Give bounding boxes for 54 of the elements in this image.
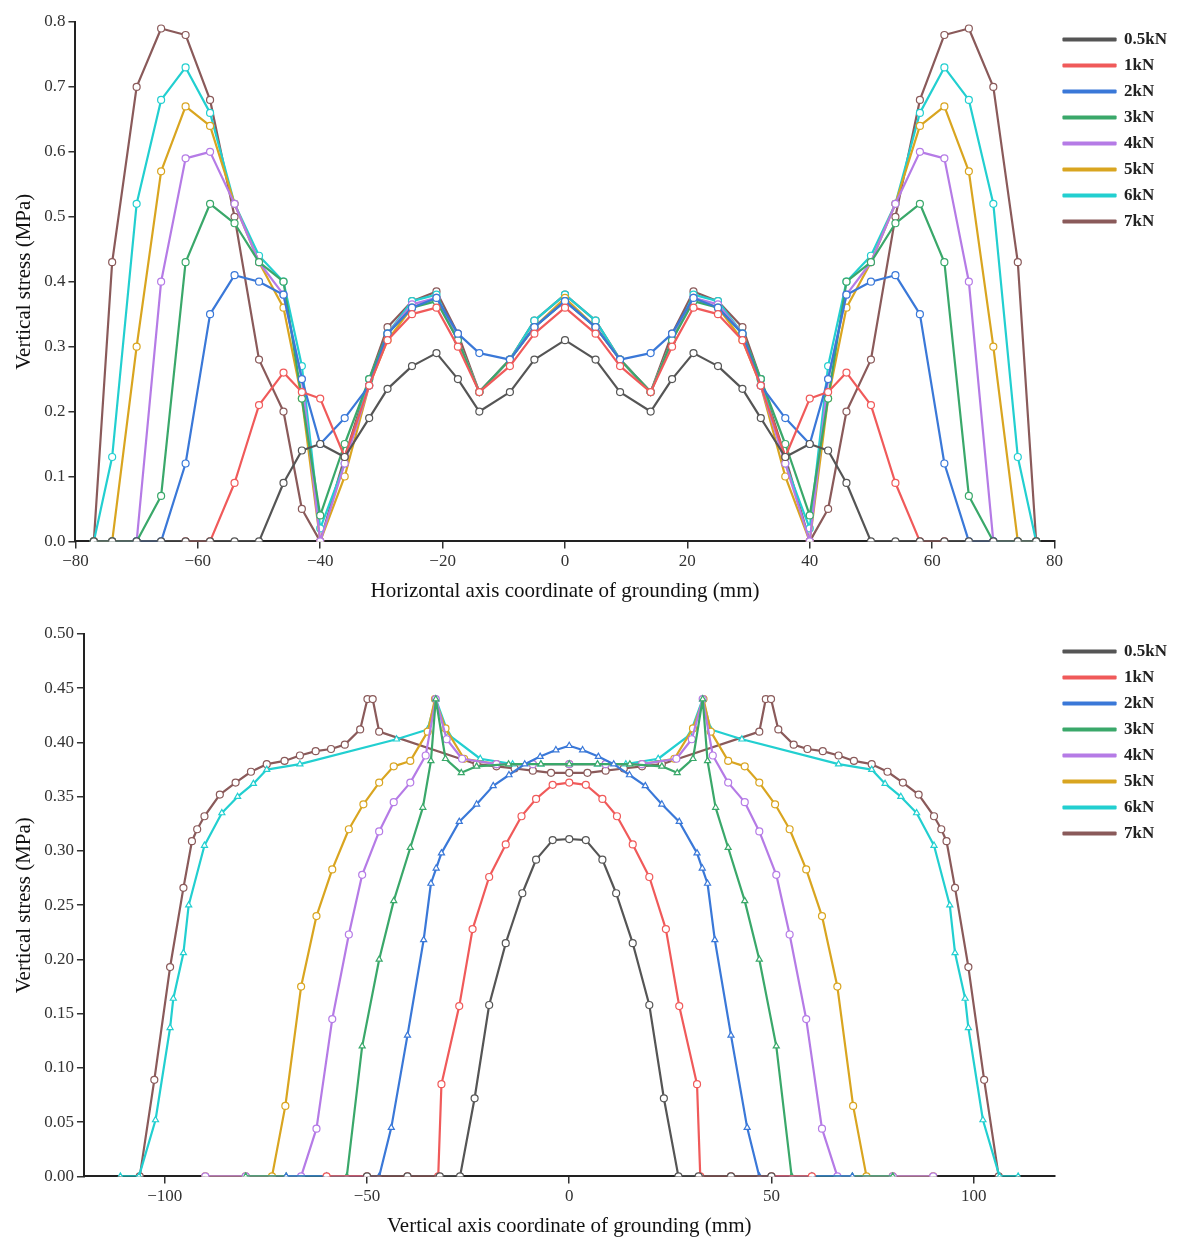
y-tick-label: 0.50 xyxy=(44,623,74,643)
x-tick-label: −40 xyxy=(306,551,334,571)
y-tick-label: 0.10 xyxy=(44,1057,74,1077)
legend-label: 2kN xyxy=(1124,80,1155,100)
x-tick-label: 20 xyxy=(678,551,696,571)
legend-label: 6kN xyxy=(1124,796,1155,816)
y-tick-label: 0.30 xyxy=(44,840,74,860)
y-tick-label: 0.6 xyxy=(44,141,66,161)
x-tick-label: 80 xyxy=(1046,551,1064,571)
x-tick-label: −80 xyxy=(62,551,89,571)
x-tick-label: 50 xyxy=(762,1186,780,1206)
x-tick-label: 100 xyxy=(960,1186,987,1206)
y-tick-label: 0.25 xyxy=(44,894,74,914)
y-tick-label: 0.45 xyxy=(44,677,74,697)
y-tick-label: 0.4 xyxy=(44,271,66,291)
legend-label: 3kN xyxy=(1124,106,1155,126)
y-tick-label: 0.7 xyxy=(44,76,66,96)
x-axis-title: Vertical axis coordinate of grounding (mm) xyxy=(386,1212,752,1237)
legend-label: 4kN xyxy=(1124,744,1155,764)
y-tick-label: 0.40 xyxy=(44,731,74,751)
legend-label: 4kN xyxy=(1124,132,1155,152)
legend-label: 0.5kN xyxy=(1124,640,1168,660)
legend-label: 1kN xyxy=(1124,666,1155,686)
y-axis-title: Vertical stress (MPa) xyxy=(11,817,36,994)
legend-label: 2kN xyxy=(1124,692,1155,712)
x-tick-label: −100 xyxy=(147,1186,183,1206)
y-tick-label: 0.8 xyxy=(44,11,66,31)
legend-label: 1kN xyxy=(1124,54,1155,74)
x-axis-title: Horizontal axis coordinate of grounding (mm) xyxy=(370,577,760,602)
y-tick-label: 0.20 xyxy=(44,948,74,968)
y-tick-label: 0.00 xyxy=(44,1165,74,1185)
x-tick-label: −50 xyxy=(353,1186,381,1206)
y-tick-label: 0.0 xyxy=(44,530,66,550)
y-tick-label: 0.5 xyxy=(44,206,66,226)
y-tick-label: 0.2 xyxy=(44,401,66,421)
y-axis-title: Vertical stress (MPa) xyxy=(11,193,36,370)
y-tick-label: 0.15 xyxy=(44,1003,74,1023)
y-tick-label: 0.1 xyxy=(44,465,66,485)
x-tick-label: 60 xyxy=(923,551,941,571)
x-tick-label: −20 xyxy=(429,551,456,571)
x-tick-label: 0 xyxy=(560,551,570,571)
y-tick-label: 0.05 xyxy=(44,1111,74,1131)
legend-label: 0.5kN xyxy=(1124,28,1168,48)
y-tick-label: 0.35 xyxy=(44,786,74,806)
x-tick-label: 0 xyxy=(564,1186,574,1206)
x-tick-label: 40 xyxy=(801,551,819,571)
x-tick-label: −60 xyxy=(184,551,212,571)
legend-label: 3kN xyxy=(1124,718,1155,738)
legend-label: 5kN xyxy=(1124,770,1155,790)
y-tick-label: 0.3 xyxy=(44,336,66,356)
legend-label: 7kN xyxy=(1124,822,1155,842)
legend-label: 6kN xyxy=(1124,184,1155,204)
legend-label: 7kN xyxy=(1124,210,1155,230)
legend-label: 5kN xyxy=(1124,158,1155,178)
